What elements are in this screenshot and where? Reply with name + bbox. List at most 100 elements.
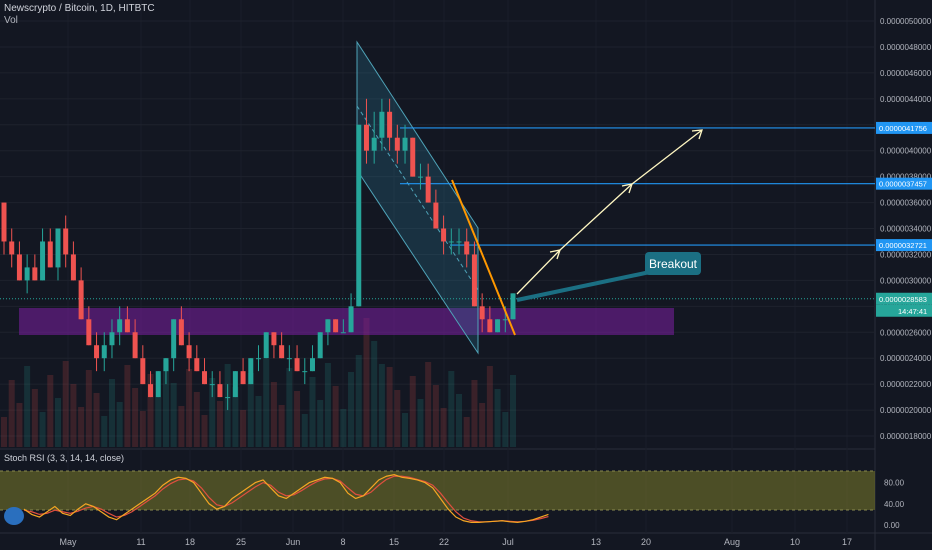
candle-body — [225, 397, 231, 399]
candle — [63, 215, 69, 268]
candle-body — [286, 358, 292, 360]
candle — [47, 228, 53, 268]
candle-body — [32, 267, 38, 281]
volume-bar — [54, 398, 61, 447]
candle — [1, 202, 7, 255]
rsi-k-line — [23, 474, 549, 523]
time-tick-label: 18 — [185, 537, 195, 547]
candle — [479, 293, 485, 333]
volume-bar — [62, 361, 69, 447]
horizontal-gridlines — [0, 20, 875, 437]
volume-bar — [116, 402, 123, 447]
price-tick-label: 0.0000044000 — [880, 95, 932, 104]
candle-body — [402, 137, 408, 151]
time-tick-label: 20 — [641, 537, 651, 547]
candle — [363, 98, 369, 164]
volume-bar — [440, 408, 447, 447]
candle — [379, 98, 385, 151]
candle-body — [495, 319, 501, 333]
candle — [333, 319, 339, 333]
price-tick-label: 0.0000050000 — [880, 17, 932, 26]
candle — [32, 254, 38, 281]
candle-body — [202, 371, 208, 385]
price-badge-label: 0.0000028583 — [879, 295, 927, 304]
volume-bar — [294, 391, 301, 447]
candle-body — [356, 124, 362, 307]
candle-body — [394, 137, 400, 151]
volume-bar — [486, 366, 493, 447]
timer-label: 14:47:41 — [898, 307, 927, 316]
volume-bar — [47, 375, 54, 447]
volume-bar — [340, 409, 347, 447]
candle-body — [363, 124, 369, 151]
candle-body — [471, 254, 477, 307]
price-badge — [876, 292, 932, 305]
candle-body — [132, 332, 138, 359]
price-badge-label: 0.0000041756 — [879, 124, 927, 133]
time-tick-label: 22 — [439, 537, 449, 547]
candle-body — [78, 280, 84, 320]
volume-bar — [255, 396, 262, 447]
volume-bar — [317, 400, 324, 447]
candle-body — [140, 358, 146, 385]
candle — [140, 345, 146, 385]
time-tick-label: Jun — [286, 537, 301, 547]
volume-bar — [147, 374, 154, 447]
candle — [317, 332, 323, 359]
price-tick-label: 0.0000020000 — [880, 406, 932, 415]
timer-badge — [876, 304, 932, 317]
volume-bar — [209, 378, 216, 447]
candle-body — [371, 137, 377, 151]
candle — [348, 293, 354, 333]
volume-label: Vol — [4, 15, 18, 26]
volume-bar — [139, 411, 146, 447]
candle-body — [379, 111, 385, 138]
candle-body — [55, 228, 61, 268]
candle-body — [309, 358, 315, 372]
candle-body — [448, 241, 454, 243]
candle — [171, 319, 177, 372]
candle-body — [441, 228, 447, 242]
candle — [16, 241, 22, 281]
candle-body — [155, 371, 161, 398]
candle-body — [47, 241, 53, 268]
candle-body — [410, 137, 416, 177]
time-tick-label: 25 — [236, 537, 246, 547]
volume-bar — [85, 370, 92, 447]
volume-bar — [309, 377, 316, 447]
breakout-pointer — [516, 270, 651, 302]
candle — [441, 215, 447, 255]
time-tick-label: 8 — [340, 537, 345, 547]
price-tick-label: 0.0000038000 — [880, 173, 932, 182]
candle-body — [271, 332, 277, 346]
candle-body — [40, 241, 46, 281]
tradingview-logo-icon[interactable] — [4, 507, 24, 525]
volume-bar — [432, 385, 439, 447]
rsi-tick-label: 0.00 — [884, 521, 900, 530]
rsi-title: Stoch RSI (3, 3, 14, 14, close) — [4, 453, 125, 463]
volume-bar — [170, 383, 177, 447]
price-tick-label: 0.0000022000 — [880, 380, 932, 389]
candle-body — [317, 332, 323, 359]
candle — [202, 358, 208, 385]
volume-bar — [216, 401, 223, 447]
candle — [387, 98, 393, 151]
volume-bar — [425, 362, 432, 447]
projection-arrows — [516, 129, 703, 295]
candle — [294, 345, 300, 372]
rsi-tick-label: 40.00 — [884, 500, 905, 509]
volume-bar — [1, 417, 7, 447]
candle — [448, 228, 454, 255]
price-tick-label: 0.0000046000 — [880, 69, 932, 78]
volume-bar — [31, 389, 38, 447]
breakout-callout[interactable] — [645, 252, 701, 275]
candle-body — [502, 319, 508, 321]
time-tick-label: Jul — [502, 537, 514, 547]
candle-body — [263, 332, 269, 359]
volume-bar — [186, 369, 193, 447]
candle-body — [163, 358, 169, 372]
candle-body — [464, 241, 470, 255]
candle-body — [109, 332, 115, 346]
rsi-tick-label: 80.00 — [884, 479, 905, 488]
